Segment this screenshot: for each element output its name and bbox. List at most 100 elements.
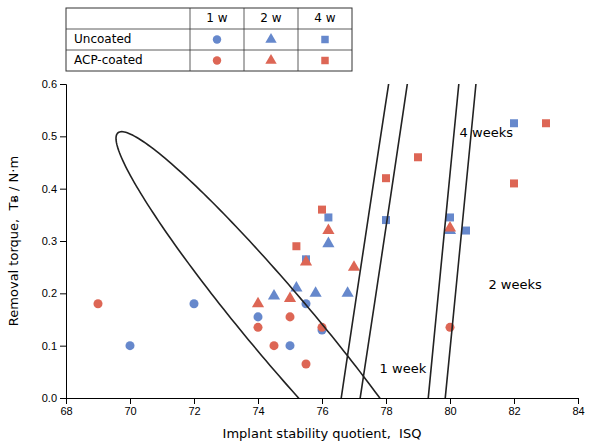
tick-mark (60, 84, 66, 85)
axis-line (60, 85, 67, 399)
chart: 68 70 72 74 76 78 80 82 84 0.0 0.1 0.2 0.3 0.4 0.5 0.6 1… (0, 0, 600, 448)
point (462, 227, 470, 235)
legend-column-label: 4 w (314, 11, 335, 25)
tick: 0.6 (42, 78, 66, 90)
tick: 70 (124, 398, 136, 417)
series (125, 299, 326, 350)
point (342, 286, 354, 297)
ellipse (244, 84, 496, 398)
point (268, 289, 280, 300)
legend-frame (66, 8, 352, 71)
tick: 72 (188, 398, 200, 417)
tick: 74 (252, 398, 264, 417)
annotation: 2 weeks (488, 277, 542, 292)
tick-label: 84 (572, 405, 584, 417)
point (252, 297, 264, 308)
tick: 0.1 (42, 340, 66, 352)
point (125, 341, 134, 350)
legend-column-label: 1 w (206, 11, 227, 25)
tick-label: 82 (508, 405, 520, 417)
legend-row-label: Uncoated (74, 32, 131, 46)
annotation: 1 week (380, 361, 427, 376)
point (348, 260, 360, 271)
tick-mark (60, 398, 66, 399)
x-axis-title: Implant stability quotient, ISQ (223, 426, 422, 441)
legend-symbol (321, 57, 328, 64)
tick-mark (194, 398, 195, 404)
tick-label: 72 (188, 405, 200, 417)
tick: 76 (316, 398, 328, 417)
point (189, 299, 198, 308)
tick-label: 70 (124, 405, 136, 417)
point (253, 323, 262, 332)
point (310, 286, 322, 297)
ellipse (327, 84, 578, 398)
point (300, 255, 312, 266)
point (253, 312, 262, 321)
tick-mark (130, 398, 131, 404)
point (285, 312, 294, 321)
tick: 0.2 (42, 287, 66, 299)
tick: 0.5 (42, 130, 66, 142)
tick-label: 0.4 (42, 183, 57, 195)
tick-mark (514, 398, 515, 404)
tick: 82 (508, 398, 520, 417)
legend-symbol (265, 54, 276, 64)
tick-mark (578, 398, 579, 404)
annotation: 4 weeks (460, 125, 514, 140)
legend-symbol (321, 36, 328, 43)
tick-label: 80 (444, 405, 456, 417)
x-axis: 68 70 72 74 76 78 80 82 84 (60, 398, 584, 417)
ellipse (116, 132, 451, 398)
point (290, 281, 302, 292)
tick-label: 74 (252, 405, 264, 417)
tick: 80 (444, 398, 456, 417)
legend-divider (190, 8, 191, 71)
plot-area: 68 70 72 74 76 78 80 82 84 0.0 0.1 0.2 0.3 0.4 0.5 0.6 1… (42, 0, 586, 448)
tick-label: 0.0 (42, 392, 57, 404)
legend-column-label: 2 w (260, 11, 281, 25)
tick-mark (60, 241, 66, 242)
tick-mark (450, 398, 451, 404)
point (292, 242, 300, 250)
tick: 68 (60, 398, 72, 417)
series (93, 299, 454, 368)
point (322, 237, 334, 248)
tick-label: 0.2 (42, 287, 57, 299)
annotations: 1 week 2 weeks 4 weeks (380, 125, 542, 376)
data-group (93, 84, 578, 398)
point (318, 206, 326, 214)
legend-row-label: ACP-coated (74, 53, 143, 67)
tick: 84 (572, 398, 584, 417)
tick-label: 0.1 (42, 340, 57, 352)
tick-label: 0.6 (42, 78, 57, 90)
tick-mark (60, 136, 66, 137)
point (414, 153, 422, 161)
legend-symbol (265, 33, 276, 43)
series (252, 221, 456, 307)
point (382, 174, 390, 182)
tick-label: 0.5 (42, 130, 57, 142)
y-axis: 0.0 0.1 0.2 0.3 0.4 0.5 0.6 (42, 78, 67, 404)
legend-divider (244, 8, 245, 71)
point (269, 341, 278, 350)
legend-divider (66, 50, 352, 51)
tick-mark (60, 346, 66, 347)
tick: 0.0 (42, 392, 66, 404)
point (284, 292, 296, 303)
tick-mark (60, 293, 66, 294)
tick: 78 (380, 398, 392, 417)
point (446, 213, 454, 221)
series (292, 119, 550, 250)
point (542, 119, 550, 127)
tick-mark (258, 398, 259, 404)
tick-label: 68 (60, 405, 72, 417)
tick-mark (60, 189, 66, 190)
tick-mark (322, 398, 323, 404)
point (301, 359, 310, 368)
y-axis-title: Removal torque, Tᴃ / N·m (6, 156, 21, 326)
legend-divider (298, 8, 299, 71)
legend-symbol (213, 35, 221, 43)
point (285, 341, 294, 350)
tick-label: 0.3 (42, 235, 57, 247)
